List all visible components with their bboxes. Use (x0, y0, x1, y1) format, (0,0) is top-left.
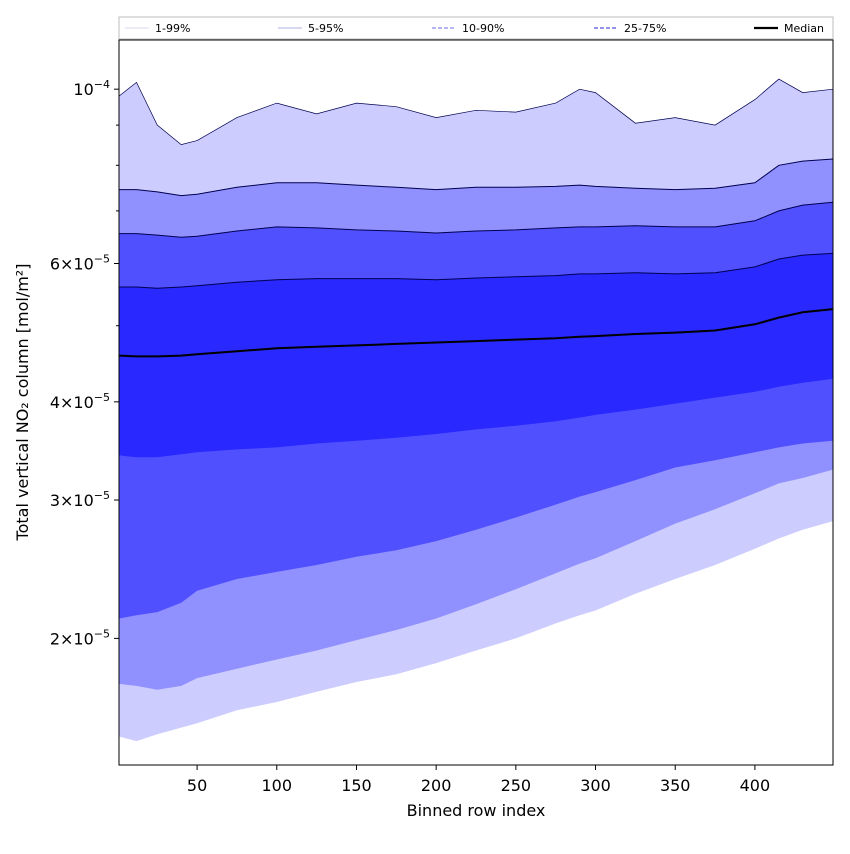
y-tick-label: 10−4 (73, 78, 110, 99)
median-line (118, 308, 834, 358)
percentile-bands (119, 79, 833, 742)
y-axis-ticks: 10−4 6×10−5 4×10−5 3×10−5 2×10−5 (50, 78, 119, 648)
y-tick-label: 6×10−5 (50, 252, 110, 273)
y-tick-label: 4×10−5 (50, 391, 110, 412)
x-tick-label: 250 (501, 776, 532, 795)
y-tick-label: 3×10−5 (50, 489, 110, 510)
legend-label: 1-99% (155, 22, 190, 35)
legend-label: Median (784, 22, 824, 35)
x-tick-label: 100 (262, 776, 293, 795)
upper-percentile-line-1 (119, 158, 834, 197)
legend: 1-99% 5-95% 10-90% 25-75% Median (118, 16, 834, 40)
x-tick-label: 350 (660, 776, 691, 795)
upper-percentile-line-0 (118, 78, 834, 145)
x-axis-ticks: 50 100 150 200 250 300 350 400 (187, 765, 770, 795)
upper-percentile-line-3 (119, 252, 834, 289)
upper-percentile-line-2 (119, 201, 834, 238)
25-75-band (119, 253, 833, 458)
legend-label: 25-75% (624, 22, 666, 35)
plot-frame (118, 39, 834, 766)
x-tick-label: 200 (421, 776, 452, 795)
legend-box (118, 16, 834, 40)
x-tick-label: 400 (740, 776, 771, 795)
x-axis-label: Binned row index (407, 801, 546, 820)
percentile-lines (118, 78, 834, 358)
y-axis-label: Total vertical NO₂ column [mol/m²] (13, 264, 32, 542)
x-tick-label: 50 (187, 776, 207, 795)
legend-label: 5-95% (308, 22, 343, 35)
x-tick-label: 300 (580, 776, 611, 795)
y-tick-label: 2×10−5 (50, 627, 110, 648)
x-tick-label: 150 (341, 776, 372, 795)
legend-label: 10-90% (462, 22, 504, 35)
